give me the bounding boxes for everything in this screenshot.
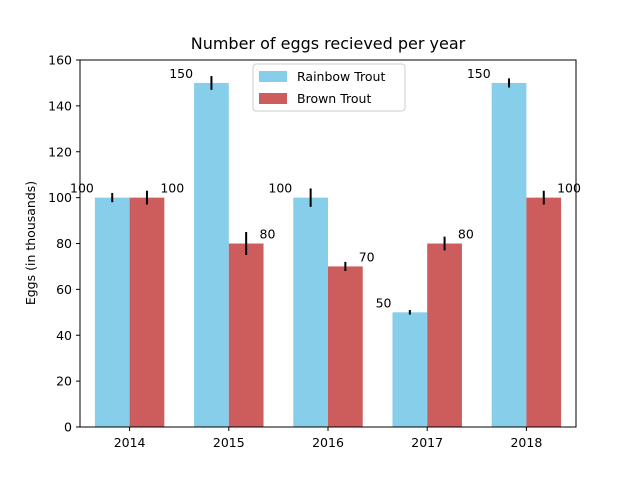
legend-swatch — [259, 93, 287, 104]
y-tick-label: 40 — [56, 328, 72, 343]
bars-layer — [94, 82, 562, 427]
x-tick-label: 2015 — [213, 435, 245, 450]
axes-layer: 0 20 40 60 80 100 120 140 160 2014 2015 2016 2017 201… — [48, 53, 577, 450]
bar-rainbow-trout-2014 — [94, 197, 130, 427]
bar-brown-trout-2016 — [328, 266, 363, 427]
data-label: 70 — [359, 249, 375, 264]
data-label: 100 — [70, 181, 94, 196]
y-tick-label: 60 — [56, 282, 72, 297]
value-labels-layer: 100 150 100 50 150 100 80 70 80 100 — [70, 66, 581, 310]
y-tick-label: 100 — [48, 190, 72, 205]
y-tick-label: 0 — [64, 420, 72, 435]
y-tick-label: 80 — [56, 236, 72, 251]
legend-swatch — [259, 71, 287, 82]
legend: Rainbow Trout Brown Trout — [252, 63, 406, 112]
legend-box — [252, 63, 406, 112]
bar-brown-trout-2018 — [526, 197, 562, 427]
data-label: 80 — [458, 227, 474, 242]
legend-label: Brown Trout — [297, 91, 371, 106]
bar-rainbow-trout-2018 — [491, 82, 527, 427]
y-tick-label: 20 — [56, 374, 72, 389]
chart-title: Number of eggs recieved per year — [191, 34, 466, 53]
bar-brown-trout-2014 — [129, 197, 165, 427]
bar-rainbow-trout-2017 — [392, 312, 428, 427]
legend-label: Rainbow Trout — [297, 69, 385, 84]
y-tick-label: 120 — [48, 144, 72, 159]
data-label: 50 — [376, 295, 392, 310]
data-label: 150 — [467, 66, 491, 81]
data-label: 100 — [268, 181, 292, 196]
x-tick-label: 2017 — [411, 435, 443, 450]
data-label: 150 — [169, 66, 193, 81]
x-tick-label: 2016 — [312, 435, 344, 450]
y-tick-label: 160 — [48, 53, 72, 68]
x-tick-label: 2014 — [114, 435, 146, 450]
bar-brown-trout-2015 — [228, 243, 264, 427]
data-label: 80 — [260, 227, 276, 242]
bar-brown-trout-2017 — [427, 243, 462, 427]
x-tick-label: 2018 — [510, 435, 542, 450]
y-tick-label: 140 — [48, 98, 72, 113]
data-label: 100 — [160, 181, 184, 196]
data-label: 100 — [557, 181, 581, 196]
error-bars-layer — [111, 76, 545, 315]
bar-rainbow-trout-2015 — [194, 82, 229, 427]
y-axis-label: Eggs (in thousands) — [23, 181, 38, 305]
bar-rainbow-trout-2016 — [293, 197, 328, 427]
